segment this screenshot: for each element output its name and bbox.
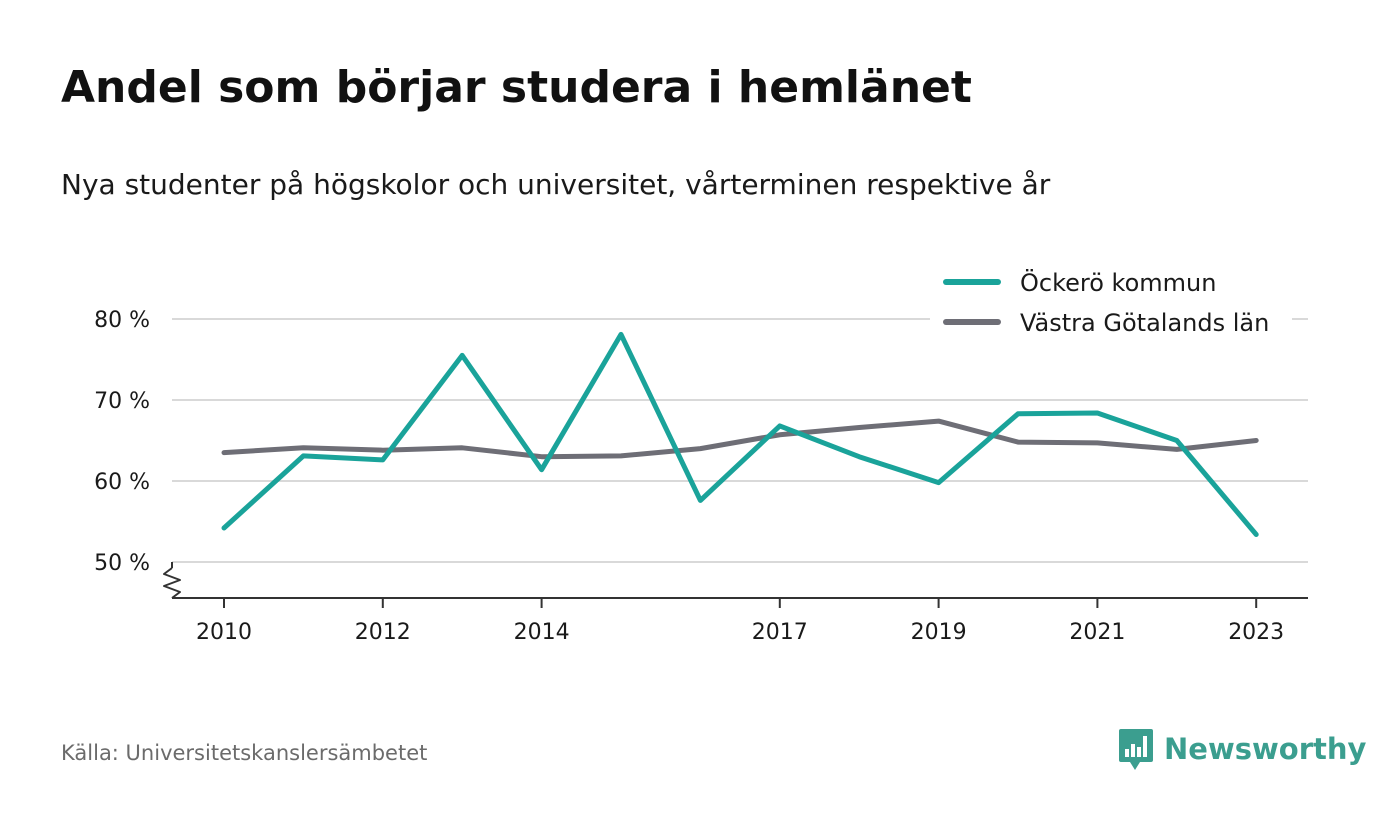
- brand-name: Newsworthy: [1164, 732, 1367, 766]
- source-text: Källa: Universitetskanslersämbetet: [61, 741, 428, 765]
- brand-logo[interactable]: Newsworthy: [1118, 726, 1366, 772]
- chart-subtitle: Nya studenter på högskolor och universit…: [61, 168, 1051, 201]
- chart-title: Andel som börjar studera i hemlänet: [61, 62, 972, 113]
- legend: Öckerö kommun Västra Götalands län: [930, 268, 1292, 344]
- x-tick-label-2021: 2021: [1069, 620, 1125, 645]
- series-lines: [221, 331, 1259, 537]
- line-chart: 50 % 60 % 70 % 80 % 2010 2012 2014 2017 2019 202…: [94, 268, 1308, 645]
- y-tick-label-70: 70 %: [94, 389, 150, 414]
- x-tick-labels: 2010 2012 2014 2017 2019 2021 2023: [196, 620, 1284, 645]
- series-line-2: [221, 418, 1259, 460]
- x-tick-label-2014: 2014: [514, 620, 570, 645]
- legend-label-2: Västra Götalands län: [1020, 309, 1269, 337]
- y-tick-labels: 50 % 60 % 70 % 80 %: [94, 308, 150, 576]
- x-tick-label-2010: 2010: [196, 620, 252, 645]
- y-tick-label-80: 80 %: [94, 308, 150, 333]
- series-line-1: [221, 331, 1259, 537]
- axes: [163, 562, 1308, 608]
- x-tick-label-2023: 2023: [1228, 620, 1284, 645]
- x-tick-label-2019: 2019: [911, 620, 967, 645]
- x-tick-label-2012: 2012: [355, 620, 411, 645]
- y-tick-label-50: 50 %: [94, 551, 150, 576]
- y-axis-break-icon: [163, 567, 181, 599]
- legend-label-1: Öckerö kommun: [1020, 268, 1216, 297]
- newsworthy-logo-icon: [1119, 729, 1153, 770]
- x-tick-label-2017: 2017: [752, 620, 808, 645]
- y-tick-label-60: 60 %: [94, 470, 150, 495]
